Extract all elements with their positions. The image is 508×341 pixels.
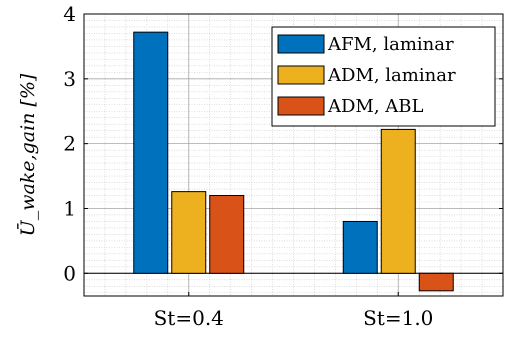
bar-1-1 — [133, 31, 169, 274]
y-tick-label: 4 — [63, 2, 76, 26]
plot-frame — [83, 13, 504, 297]
y-axis-label: Ū_wake,gain [%] — [16, 73, 39, 236]
y-tick-label: 1 — [63, 196, 76, 220]
y-tick-label: 0 — [63, 261, 76, 285]
y-axis-ticks: 0 1 2 3 4 — [63, 2, 503, 285]
legend-label: AFM, laminar — [327, 34, 454, 55]
bar-3-1 — [209, 195, 245, 274]
x-tick-label: St=1.0 — [363, 306, 433, 330]
y-tick-label: 2 — [63, 132, 76, 156]
legend-swatch — [277, 34, 325, 54]
legend-swatch — [277, 65, 325, 85]
bar-2-2 — [380, 128, 416, 274]
bar-2-1 — [171, 191, 207, 274]
x-tick-label: St=0.4 — [154, 306, 224, 330]
legend-swatch — [277, 96, 325, 116]
bar-1-2 — [342, 220, 378, 274]
legend-label: ADM, laminar — [327, 65, 456, 86]
legend: AFM, laminar ADM, laminar ADM, ABL — [271, 26, 496, 127]
bar-3-2 — [418, 272, 454, 292]
legend-label: ADM, ABL — [327, 96, 424, 117]
x-axis-ticks: St=0.4 St=1.0 — [154, 292, 433, 330]
y-tick-label: 3 — [63, 67, 76, 91]
bars — [133, 31, 454, 292]
